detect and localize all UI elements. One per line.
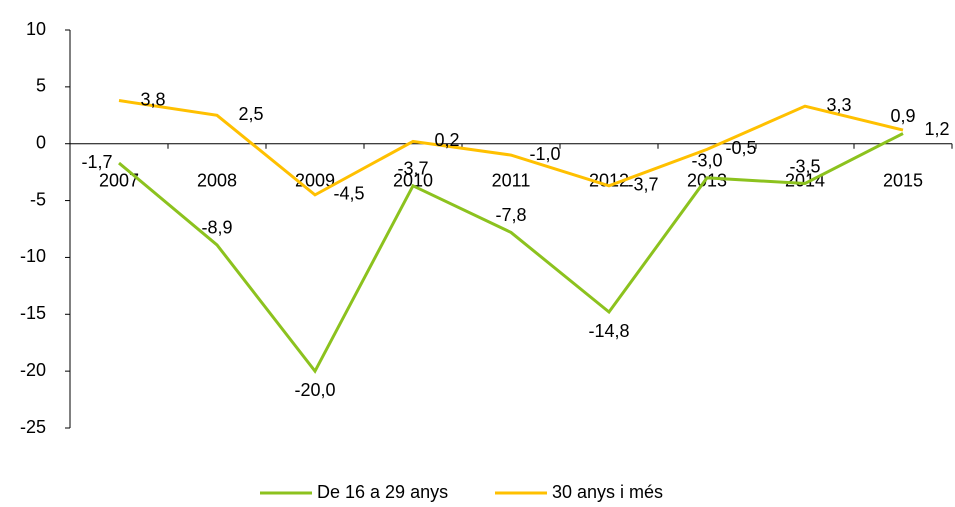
x-tick-label: 2008 — [197, 170, 237, 190]
series-line — [118, 132, 904, 374]
series-line — [118, 99, 904, 197]
y-tick-label: -20 — [20, 360, 46, 380]
y-tick-label: -15 — [20, 303, 46, 323]
data-label: -0,5 — [725, 138, 756, 158]
data-label: -3,5 — [789, 156, 820, 176]
y-tick-label: 5 — [36, 76, 46, 96]
y-tick-label: -25 — [20, 417, 46, 437]
x-tick-label: 2014 — [785, 170, 825, 190]
y-tick-label: 10 — [26, 19, 46, 39]
data-label: 3,8 — [140, 89, 165, 109]
data-label: 2,5 — [238, 104, 263, 124]
data-label: 0,9 — [890, 106, 915, 126]
legend-label: 30 anys i més — [552, 482, 663, 502]
data-label: -4,5 — [333, 184, 364, 204]
data-label: -8,9 — [201, 218, 232, 238]
data-label: -7,8 — [495, 205, 526, 225]
data-label: 0,2 — [434, 130, 459, 150]
x-tick-label: 2007 — [99, 170, 139, 190]
data-label: -14,8 — [588, 321, 629, 341]
data-label: -1,7 — [81, 152, 112, 172]
x-tick-label: 2011 — [492, 170, 531, 190]
y-tick-label: 0 — [36, 132, 46, 152]
data-label: -3,7 — [627, 175, 658, 195]
data-label: -20,0 — [294, 380, 335, 400]
data-label: 1,2 — [924, 119, 949, 139]
y-tick-label: -10 — [20, 246, 46, 266]
x-tick-label: 2010 — [393, 170, 433, 190]
x-tick-label: 2012 — [589, 170, 629, 190]
x-tick-label: 2015 — [883, 170, 923, 190]
data-label: -3,7 — [397, 159, 428, 179]
data-label: -1,0 — [529, 144, 560, 164]
data-label: 3,3 — [826, 95, 851, 115]
x-tick-label: 2013 — [687, 170, 727, 190]
data-label: -3,0 — [691, 151, 722, 171]
legend-label: De 16 a 29 anys — [317, 482, 448, 502]
y-tick-label: -5 — [30, 189, 46, 209]
